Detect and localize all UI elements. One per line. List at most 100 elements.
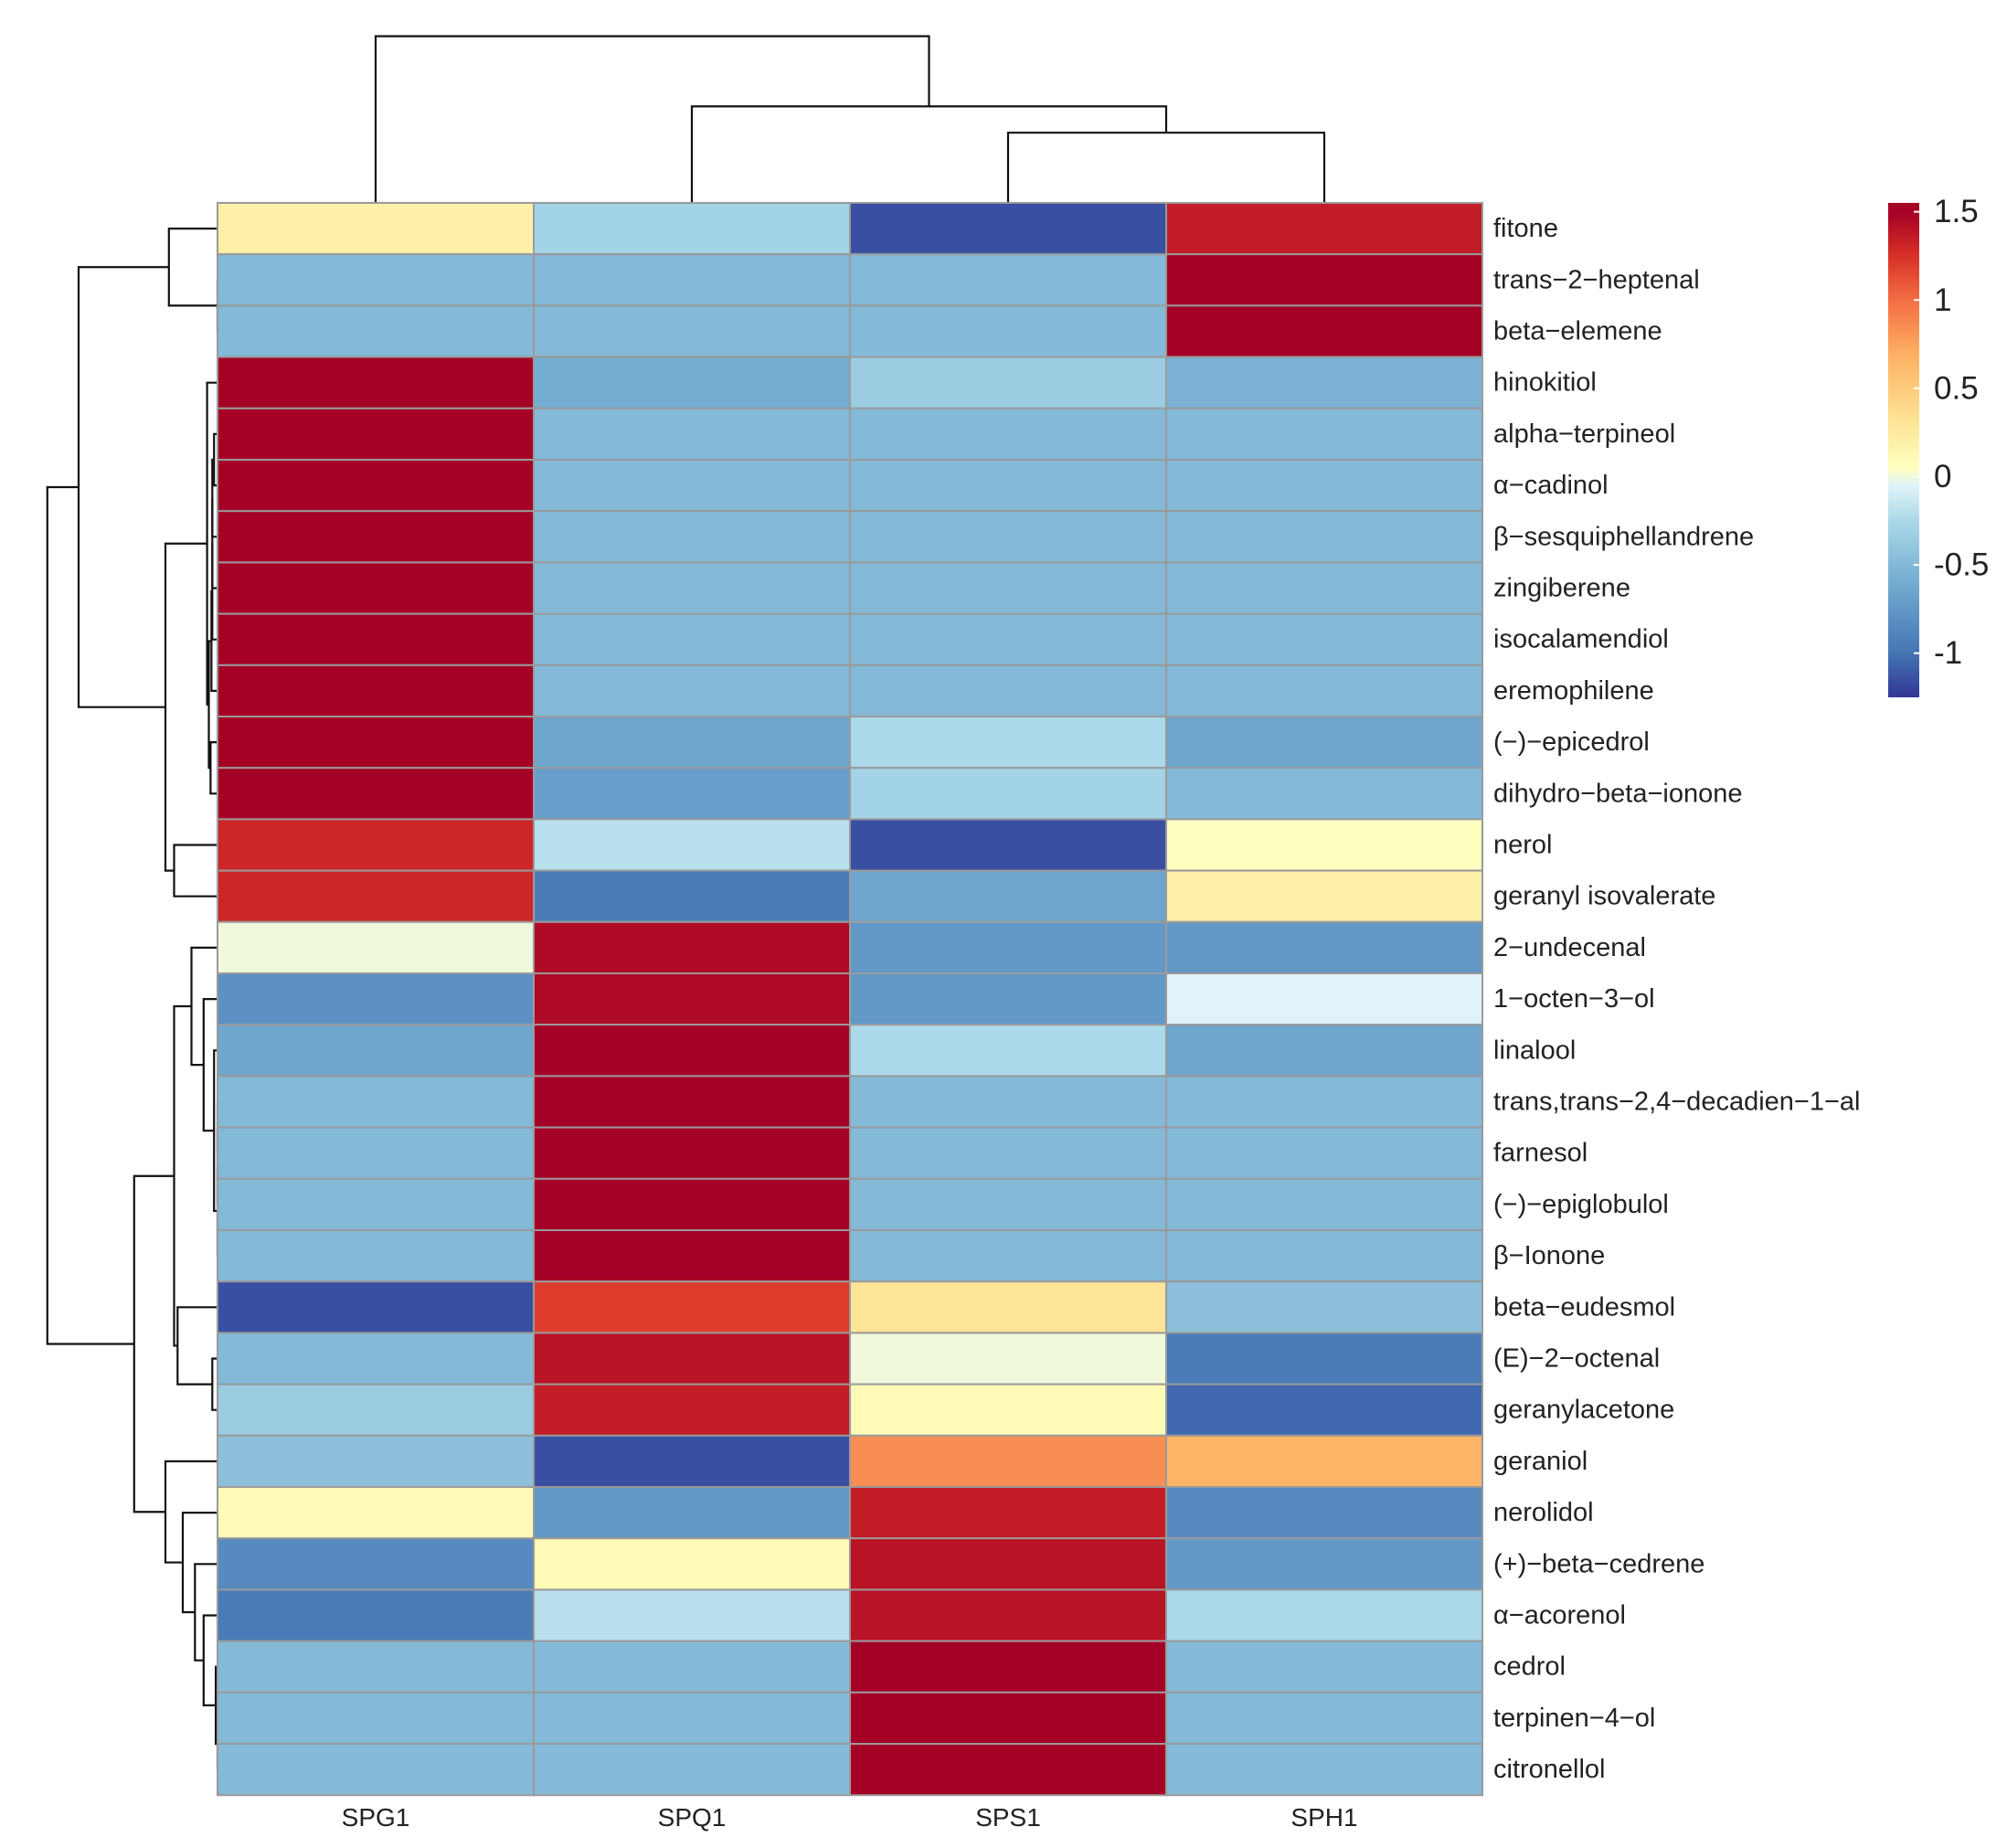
heatmap-cell	[533, 818, 851, 872]
column-label: SPS1	[975, 1803, 1041, 1832]
heatmap-cell	[1165, 1332, 1483, 1386]
heatmap-cell	[217, 869, 535, 923]
row-label: trans,trans−2,4−decadien−1−al	[1493, 1088, 1860, 1117]
heatmap-cell	[1165, 1743, 1483, 1797]
heatmap-cell	[533, 1640, 851, 1694]
heatmap-cell	[217, 1743, 535, 1797]
row-label: beta−elemene	[1493, 317, 1662, 346]
row-label: α−acorenol	[1493, 1601, 1626, 1630]
column-dendrogram	[374, 35, 1326, 203]
heatmap-cell	[217, 356, 535, 409]
heatmap-cell	[217, 1332, 535, 1386]
heatmap-cell	[1165, 1537, 1483, 1591]
heatmap-cell	[1165, 1177, 1483, 1232]
heatmap-cell	[849, 1229, 1167, 1283]
heatmap-cell	[217, 1640, 535, 1694]
heatmap-cell	[217, 664, 535, 717]
heatmap-cell	[217, 459, 535, 513]
heatmap-cell	[849, 612, 1167, 666]
heatmap-cell	[217, 1075, 535, 1129]
heatmap-cell	[849, 1383, 1167, 1437]
row-label: alpha−terpineol	[1493, 420, 1675, 449]
heatmap-cell	[849, 1588, 1167, 1642]
heatmap-cell	[533, 459, 851, 513]
heatmap-cell	[849, 1177, 1167, 1232]
heatmap-cell	[533, 253, 851, 307]
row-dendrogram-branch	[209, 741, 218, 795]
row-label: eremophilene	[1493, 676, 1654, 706]
row-label: citronellol	[1493, 1755, 1606, 1784]
row-label: geranylacetone	[1493, 1396, 1674, 1425]
heatmap-cell	[1165, 1640, 1483, 1694]
row-label: α−cadinol	[1493, 471, 1609, 500]
row-label: terpinen−4−ol	[1493, 1704, 1655, 1733]
heatmap-cell	[217, 612, 535, 666]
heatmap-cell	[533, 1332, 851, 1386]
heatmap-cell	[1165, 1588, 1483, 1642]
heatmap-cell	[217, 818, 535, 872]
legend-tick-label: 0	[1934, 459, 1951, 494]
heatmap-cell	[533, 972, 851, 1026]
row-label: (+)−beta−cedrene	[1493, 1549, 1704, 1578]
heatmap-cell	[1165, 612, 1483, 666]
column-dendrogram-branch	[1006, 132, 1326, 203]
heatmap-cell	[533, 561, 851, 615]
legend-ticks: 1.5 1 0.5 0 -0.5 -1	[1914, 194, 1989, 671]
heatmap-cell	[849, 1332, 1167, 1386]
heatmap-cell	[849, 920, 1167, 974]
row-label: 2−undecenal	[1493, 933, 1646, 962]
row-label: zingiberene	[1493, 574, 1630, 603]
column-label: SPH1	[1290, 1803, 1357, 1832]
row-label: fitone	[1493, 214, 1558, 243]
heatmap-cell	[533, 1229, 851, 1283]
heatmap-cell	[533, 767, 851, 821]
heatmap-cells	[217, 202, 1483, 1797]
row-dendrogram-branch	[164, 542, 207, 872]
heatmap-cell	[533, 1588, 851, 1642]
row-label: nerol	[1493, 831, 1553, 860]
row-label: β−sesquiphellandrene	[1493, 522, 1754, 551]
heatmap-cell	[1165, 664, 1483, 717]
heatmap-cell	[1165, 972, 1483, 1026]
heatmap-cell	[849, 818, 1167, 872]
row-label: farnesol	[1493, 1139, 1588, 1168]
heatmap-cell	[217, 1126, 535, 1180]
legend-tick-label: 1	[1934, 282, 1951, 318]
row-dendrogram-branch	[77, 266, 169, 708]
heatmap-cell	[533, 716, 851, 770]
heatmap-cell	[1165, 716, 1483, 770]
heatmap-cell	[849, 716, 1167, 770]
heatmap-cell	[849, 1075, 1167, 1129]
row-label: geranyl isovalerate	[1493, 882, 1715, 911]
row-label: hinokitiol	[1493, 368, 1597, 398]
heatmap-cell	[1165, 1691, 1483, 1746]
column-dendrogram-branch	[374, 35, 930, 203]
heatmap-cell	[849, 510, 1167, 564]
heatmap-cell	[217, 1280, 535, 1334]
row-label: linalool	[1493, 1036, 1576, 1065]
heatmap-cell	[217, 920, 535, 974]
heatmap-cell	[1165, 304, 1483, 358]
heatmap-cell	[849, 1486, 1167, 1540]
row-label: geraniol	[1493, 1447, 1588, 1476]
heatmap-cell	[1165, 869, 1483, 923]
heatmap-cell	[849, 1434, 1167, 1489]
row-label: β−Ionone	[1493, 1241, 1605, 1270]
heatmap-cell	[533, 1024, 851, 1078]
heatmap-cell	[849, 1640, 1167, 1694]
heatmap-cell	[217, 716, 535, 770]
heatmap-cell	[533, 407, 851, 461]
row-dendrogram-branch	[202, 998, 218, 1132]
heatmap-cell	[217, 767, 535, 821]
heatmap-cell	[1165, 1126, 1483, 1180]
heatmap-cell	[1165, 920, 1483, 974]
row-labels: fitone trans−2−heptenal beta−elemene hinoki…	[1493, 214, 1860, 1784]
row-label: beta−eudesmol	[1493, 1292, 1675, 1322]
heatmap-cell	[849, 1537, 1167, 1591]
heatmap-cell	[217, 1383, 535, 1437]
row-label: (E)−2−octenal	[1493, 1344, 1660, 1374]
heatmap-cell	[217, 1177, 535, 1232]
heatmap-cell	[533, 1280, 851, 1334]
heatmap-cell	[533, 1383, 851, 1437]
legend-tick-label: -0.5	[1934, 547, 1989, 583]
